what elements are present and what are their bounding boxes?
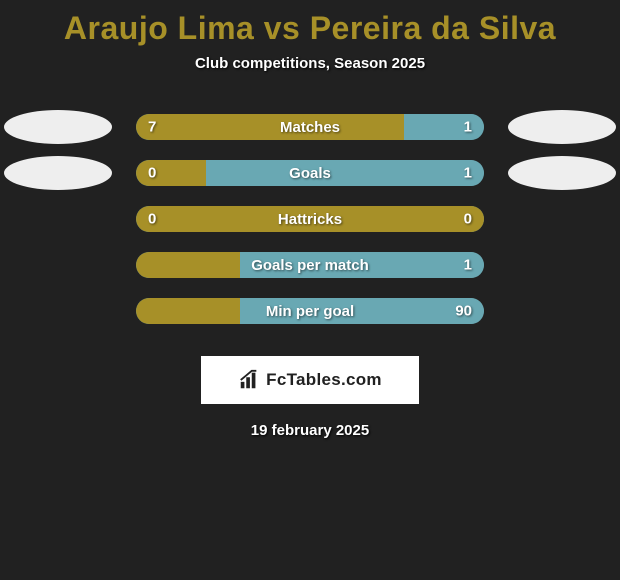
stat-bar-right — [404, 114, 484, 140]
stat-row: 7 Matches 1 — [0, 104, 620, 150]
stat-row: Goals per match 1 — [0, 242, 620, 288]
stat-bar: Goals per match 1 — [136, 252, 484, 278]
stat-bar-left — [136, 206, 484, 232]
stat-bar-right — [206, 160, 484, 186]
stat-bar: 0 Goals 1 — [136, 160, 484, 186]
bar-chart-icon — [238, 369, 260, 391]
stat-row: Min per goal 90 — [0, 288, 620, 334]
player-oval-right — [508, 110, 616, 144]
stats-rows: 7 Matches 1 0 Goals 1 0 Hattricks 0 — [0, 104, 620, 334]
comparison-title: Araujo Lima vs Pereira da Silva — [0, 0, 620, 47]
player-oval-right — [508, 156, 616, 190]
stat-row: 0 Goals 1 — [0, 150, 620, 196]
stat-bar-right — [240, 298, 484, 324]
stat-bar-left — [136, 252, 240, 278]
stat-bar: 7 Matches 1 — [136, 114, 484, 140]
stat-bar: 0 Hattricks 0 — [136, 206, 484, 232]
stat-row: 0 Hattricks 0 — [0, 196, 620, 242]
comparison-subtitle: Club competitions, Season 2025 — [0, 55, 620, 72]
player-oval-left — [4, 110, 112, 144]
player-oval-left — [4, 156, 112, 190]
stat-bar-left — [136, 114, 404, 140]
branding-text: FcTables.com — [266, 370, 382, 390]
stat-bar-left — [136, 160, 206, 186]
branding-box: FcTables.com — [201, 356, 419, 404]
stat-bar-left — [136, 298, 240, 324]
comparison-date: 19 february 2025 — [0, 422, 620, 439]
stat-bar: Min per goal 90 — [136, 298, 484, 324]
stat-bar-right — [240, 252, 484, 278]
